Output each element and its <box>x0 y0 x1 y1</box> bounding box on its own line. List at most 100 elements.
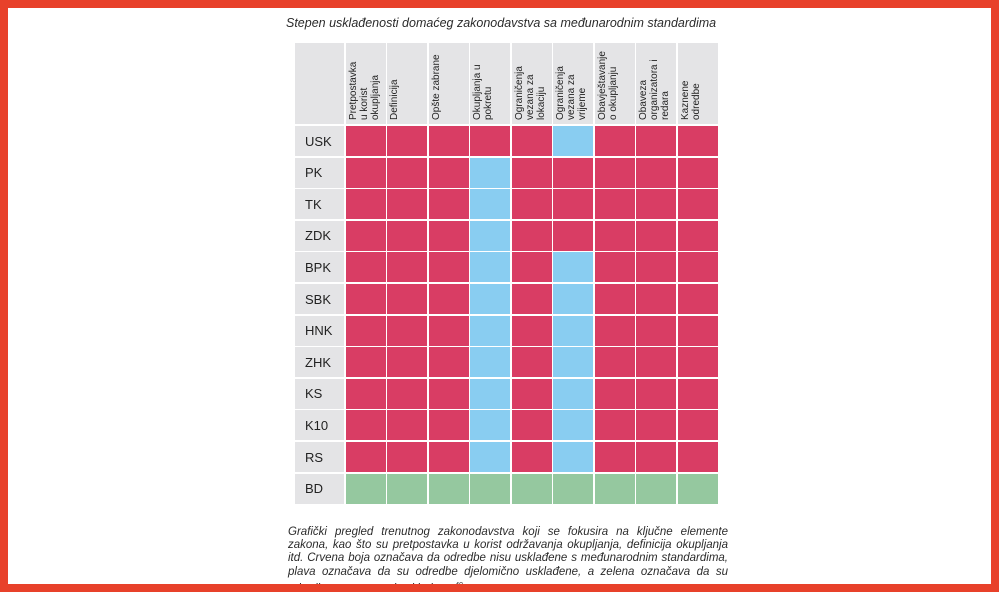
column-header-line: pokretu <box>483 86 494 120</box>
matrix-cell-blue <box>470 284 510 314</box>
matrix-cell-red <box>594 284 635 314</box>
row-label: SBK <box>295 284 344 314</box>
matrix-cell-red <box>428 410 469 441</box>
matrix-cell-red <box>511 410 552 441</box>
column-header-label: Pretpostavka u korist okupljanja <box>346 43 386 124</box>
column-header: Pretpostavka u korist okupljanja <box>345 43 386 124</box>
matrix-cell-red <box>345 126 386 156</box>
matrix-cell-red <box>677 442 718 472</box>
matrix-cell-red <box>511 442 552 472</box>
matrix-cell-red <box>511 284 552 314</box>
column-header-line: odredbe <box>690 83 702 120</box>
column-header-line: Ograničenja <box>513 66 525 120</box>
column-header-line: organizatora i <box>649 59 660 120</box>
matrix-cell-red <box>428 189 469 220</box>
chart-caption: Grafički pregled trenutnog zakonodavstva… <box>288 526 728 592</box>
matrix-cell-green <box>594 473 635 504</box>
column-header: Opšte zabrane <box>428 43 469 124</box>
matrix-cell-green <box>470 473 510 504</box>
matrix-cell-red <box>428 157 469 188</box>
matrix-cell-red <box>636 347 676 378</box>
matrix-cell-red <box>428 347 469 378</box>
matrix-cell-red <box>511 378 552 409</box>
matrix-cell-green <box>345 473 386 504</box>
matrix-cell-blue <box>553 347 593 378</box>
matrix-cell-red <box>470 126 510 156</box>
matrix-cell-blue <box>470 315 510 346</box>
matrix-cell-green <box>387 473 427 504</box>
matrix-cell-red <box>428 378 469 409</box>
matrix-cell-red <box>636 442 676 472</box>
matrix-cell-red <box>553 220 593 251</box>
caption-text: Grafički pregled trenutnog zakonodavstva… <box>288 526 728 592</box>
column-header-line: vrijeme <box>577 87 588 120</box>
matrix-cell-red <box>345 315 386 346</box>
matrix-cell-red <box>428 126 469 156</box>
matrix-cell-red <box>594 315 635 346</box>
column-header-label: Ograničenja vezana za vrijeme <box>553 43 593 124</box>
column-header-label: Definicija <box>387 43 427 124</box>
row-label: RS <box>295 442 344 472</box>
matrix-cell-red <box>594 126 635 156</box>
matrix-cell-red <box>428 284 469 314</box>
matrix-cell-red <box>636 189 676 220</box>
matrix-cell-red <box>345 284 386 314</box>
row-label: PK <box>295 157 344 188</box>
matrix-cell-blue <box>470 410 510 441</box>
matrix-cell-red <box>345 378 386 409</box>
matrix-cell-red <box>594 378 635 409</box>
row-label: HNK <box>295 315 344 346</box>
column-header: Definicija <box>387 43 427 124</box>
matrix-cell-red <box>428 315 469 346</box>
matrix-cell-red <box>387 284 427 314</box>
column-header-line: Kaznene <box>679 80 691 120</box>
row-label: KS <box>295 378 344 409</box>
matrix-cell-blue <box>470 252 510 283</box>
matrix-cell-blue <box>553 252 593 283</box>
row-label: BPK <box>295 252 344 283</box>
matrix-cell-red <box>594 252 635 283</box>
matrix-cell-red <box>594 347 635 378</box>
matrix-cell-red <box>511 252 552 283</box>
matrix-cell-green <box>636 473 676 504</box>
column-header-line: Ograničenja <box>555 66 566 120</box>
matrix-cell-green <box>428 473 469 504</box>
matrix-cell-red <box>594 220 635 251</box>
matrix-cell-red <box>594 157 635 188</box>
column-header-line: vezana za <box>566 74 577 120</box>
matrix-cell-red <box>428 220 469 251</box>
matrix-cell-red <box>677 410 718 441</box>
row-label: USK <box>295 126 344 156</box>
column-header-line: lokaciju <box>535 86 547 120</box>
matrix-cell-red <box>636 157 676 188</box>
matrix-cell-red <box>594 410 635 441</box>
matrix-cell-red <box>594 442 635 472</box>
matrix-cell-red <box>345 347 386 378</box>
matrix-cell-red <box>511 189 552 220</box>
matrix-cell-blue <box>470 378 510 409</box>
column-header-line: Okupljanja u <box>472 64 483 120</box>
matrix-cell-red <box>345 189 386 220</box>
row-label: BD <box>295 473 344 504</box>
matrix-cell-red <box>511 126 552 156</box>
matrix-cell-red <box>553 189 593 220</box>
column-header-line: Pretpostavka <box>347 61 359 120</box>
matrix-cell-red <box>511 157 552 188</box>
matrix-cell-red <box>345 410 386 441</box>
caption-footnote: 40 <box>454 581 463 589</box>
row-label: ZHK <box>295 347 344 378</box>
column-header: Obaveza organizatora i redara <box>636 43 676 124</box>
matrix-cell-blue <box>553 126 593 156</box>
column-header-line: Opšte zabrane <box>430 54 442 120</box>
matrix-cell-green <box>511 473 552 504</box>
row-label: TK <box>295 189 344 220</box>
row-label: ZDK <box>295 220 344 251</box>
matrix-cell-red <box>387 126 427 156</box>
matrix-cell-red <box>677 315 718 346</box>
column-header: Okupljanja u pokretu <box>470 43 510 124</box>
matrix-cell-red <box>636 126 676 156</box>
matrix-cell-red <box>387 410 427 441</box>
matrix-cell-green <box>553 473 593 504</box>
matrix-cell-red <box>387 378 427 409</box>
